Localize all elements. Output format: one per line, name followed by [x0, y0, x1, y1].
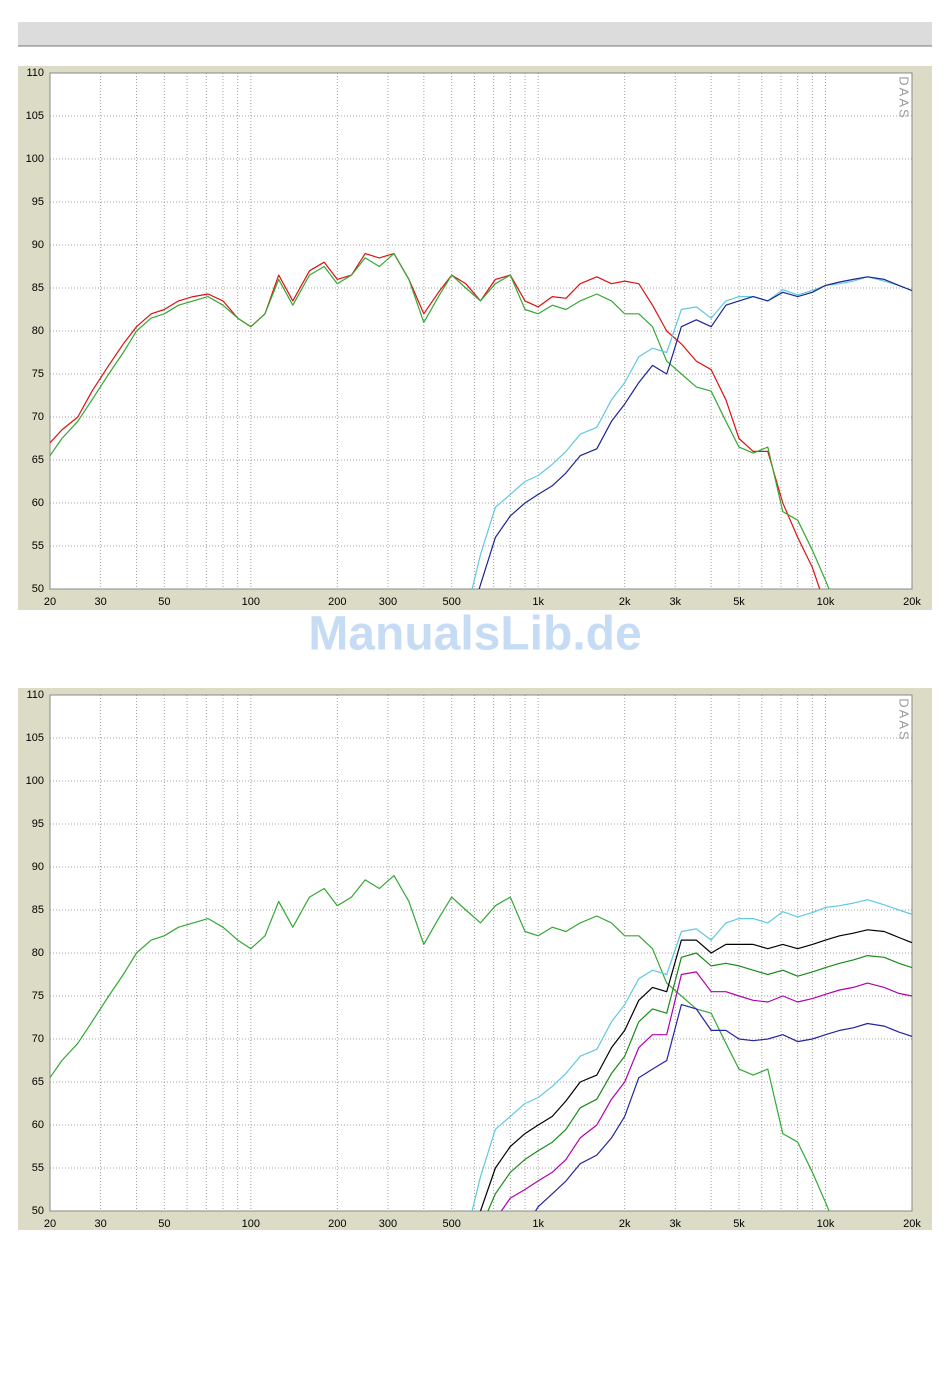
y-tick-label: 105 — [26, 732, 44, 744]
x-tick-label: 30 — [94, 1218, 106, 1230]
y-tick-label: 50 — [32, 583, 44, 595]
y-tick-label: 60 — [32, 497, 44, 509]
annotation: DAAS — [897, 76, 912, 119]
y-tick-label: 75 — [32, 368, 44, 380]
y-tick-label: 110 — [26, 689, 44, 701]
x-tick-label: 20k — [903, 1218, 921, 1230]
y-tick-label: 100 — [26, 775, 44, 787]
x-tick-label: 300 — [379, 1218, 397, 1230]
x-tick-label: 300 — [379, 596, 397, 608]
y-tick-label: 95 — [32, 818, 44, 830]
series-line — [50, 253, 830, 589]
x-tick-label: 1k — [532, 596, 544, 608]
series-line — [471, 899, 912, 1211]
series-line — [534, 1004, 912, 1211]
y-tick-label: 75 — [32, 990, 44, 1002]
y-tick-label: 50 — [32, 1205, 44, 1217]
x-tick-label: 20 — [44, 596, 56, 608]
y-tick-label: 65 — [32, 454, 44, 466]
plot-border — [49, 72, 913, 590]
series-line — [487, 952, 912, 1211]
header-bar — [18, 22, 932, 46]
y-tick-label: 90 — [32, 239, 44, 251]
x-tick-label: 30 — [94, 596, 106, 608]
y-tick-label: 55 — [32, 540, 44, 552]
x-tick-label: 3k — [669, 1218, 681, 1230]
x-tick-label: 50 — [158, 1218, 170, 1230]
series-line — [479, 929, 912, 1211]
x-tick-label: 2k — [619, 596, 631, 608]
watermark: ManualsLib.de — [308, 608, 641, 661]
y-tick-label: 70 — [32, 411, 44, 423]
x-tick-label: 10k — [817, 596, 835, 608]
y-tick-label: 110 — [26, 67, 44, 79]
annotation: DAAS — [897, 698, 912, 741]
y-tick-label: 105 — [26, 110, 44, 122]
y-tick-label: 90 — [32, 861, 44, 873]
y-tick-label: 55 — [32, 1162, 44, 1174]
y-tick-label: 85 — [32, 904, 44, 916]
x-tick-label: 100 — [242, 596, 260, 608]
y-tick-label: 65 — [32, 1076, 44, 1088]
x-tick-label: 20 — [44, 1218, 56, 1230]
x-tick-label: 3k — [669, 596, 681, 608]
series-line — [500, 971, 912, 1211]
chart: 50 55 60 65 70 75 80 85 90 95 100 105 110 20 30 50 100 20… — [18, 66, 932, 610]
y-tick-label: 80 — [32, 325, 44, 337]
series-group — [50, 253, 912, 589]
series-line — [50, 253, 821, 589]
y-tick-label: 100 — [26, 153, 44, 165]
plot-area — [50, 73, 912, 589]
x-tick-label: 50 — [158, 596, 170, 608]
y-tick-label: 60 — [32, 1119, 44, 1131]
x-tick-label: 5k — [733, 1218, 745, 1230]
x-tick-label: 100 — [242, 1218, 260, 1230]
x-tick-label: 200 — [328, 1218, 346, 1230]
x-tick-label: 500 — [442, 1218, 460, 1230]
series-line — [478, 276, 912, 589]
x-tick-label: 500 — [442, 596, 460, 608]
x-tick-label: 2k — [619, 1218, 631, 1230]
series-line — [471, 276, 912, 589]
x-tick-label: 1k — [532, 1218, 544, 1230]
x-tick-label: 5k — [733, 596, 745, 608]
plot-area — [50, 695, 912, 1211]
x-tick-label: 200 — [328, 596, 346, 608]
chart: 50 55 60 65 70 75 80 85 90 95 100 105 110 20 30 50 100 20… — [18, 688, 932, 1230]
series-group — [50, 875, 912, 1211]
y-tick-label: 70 — [32, 1033, 44, 1045]
x-tick-label: 20k — [903, 596, 921, 608]
y-tick-label: 80 — [32, 947, 44, 959]
x-tick-label: 10k — [817, 1218, 835, 1230]
y-tick-label: 95 — [32, 196, 44, 208]
series-line — [50, 875, 830, 1211]
y-tick-label: 85 — [32, 282, 44, 294]
